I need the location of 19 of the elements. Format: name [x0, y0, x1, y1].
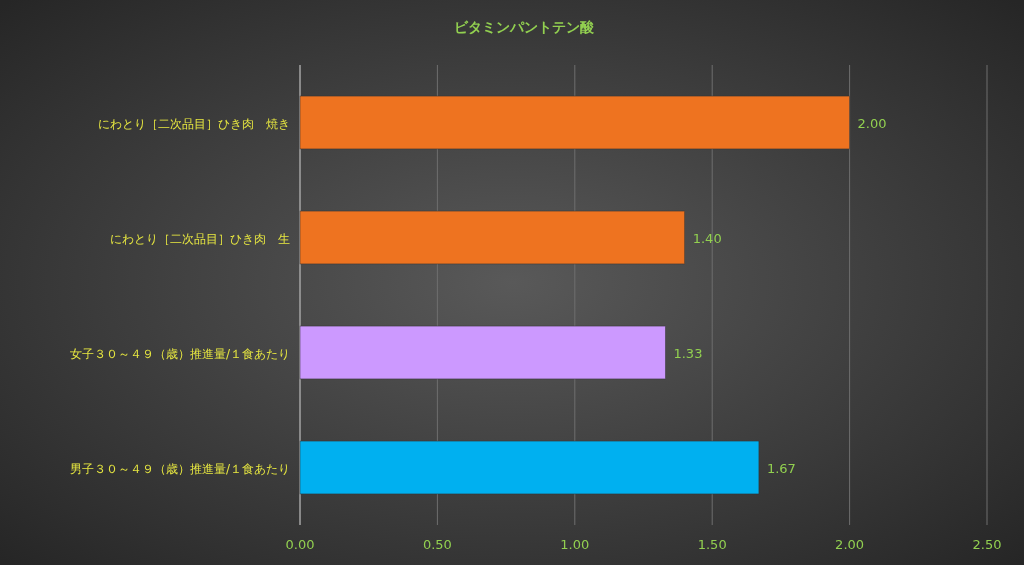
y-tick-label: 男子３０～４９（歳）推進量/１食あたり	[69, 461, 290, 476]
x-tick-label: 0.50	[422, 537, 452, 552]
chart-title: ビタミンパントテン酸	[453, 19, 595, 35]
bar	[299, 95, 850, 150]
x-tick-label: 1.00	[560, 537, 590, 552]
y-tick-label: にわとり［二次品目］ひき肉 焼き	[98, 116, 290, 131]
x-tick-label: 2.50	[972, 537, 1002, 552]
data-label: 2.00	[857, 115, 887, 131]
bar	[299, 440, 760, 495]
x-tick-label: 0.00	[285, 537, 315, 552]
x-tick-label: 2.00	[835, 537, 865, 552]
data-label: 1.33	[673, 345, 703, 361]
y-tick-label: にわとり［二次品目］ひき肉 生	[110, 231, 290, 246]
data-label: 1.40	[692, 230, 722, 246]
bar	[299, 210, 685, 265]
y-tick-label: 女子３０～４９（歳）推進量/１食あたり	[69, 346, 290, 361]
data-label: 1.67	[766, 460, 796, 476]
bar	[299, 325, 666, 380]
x-tick-label: 1.50	[697, 537, 727, 552]
